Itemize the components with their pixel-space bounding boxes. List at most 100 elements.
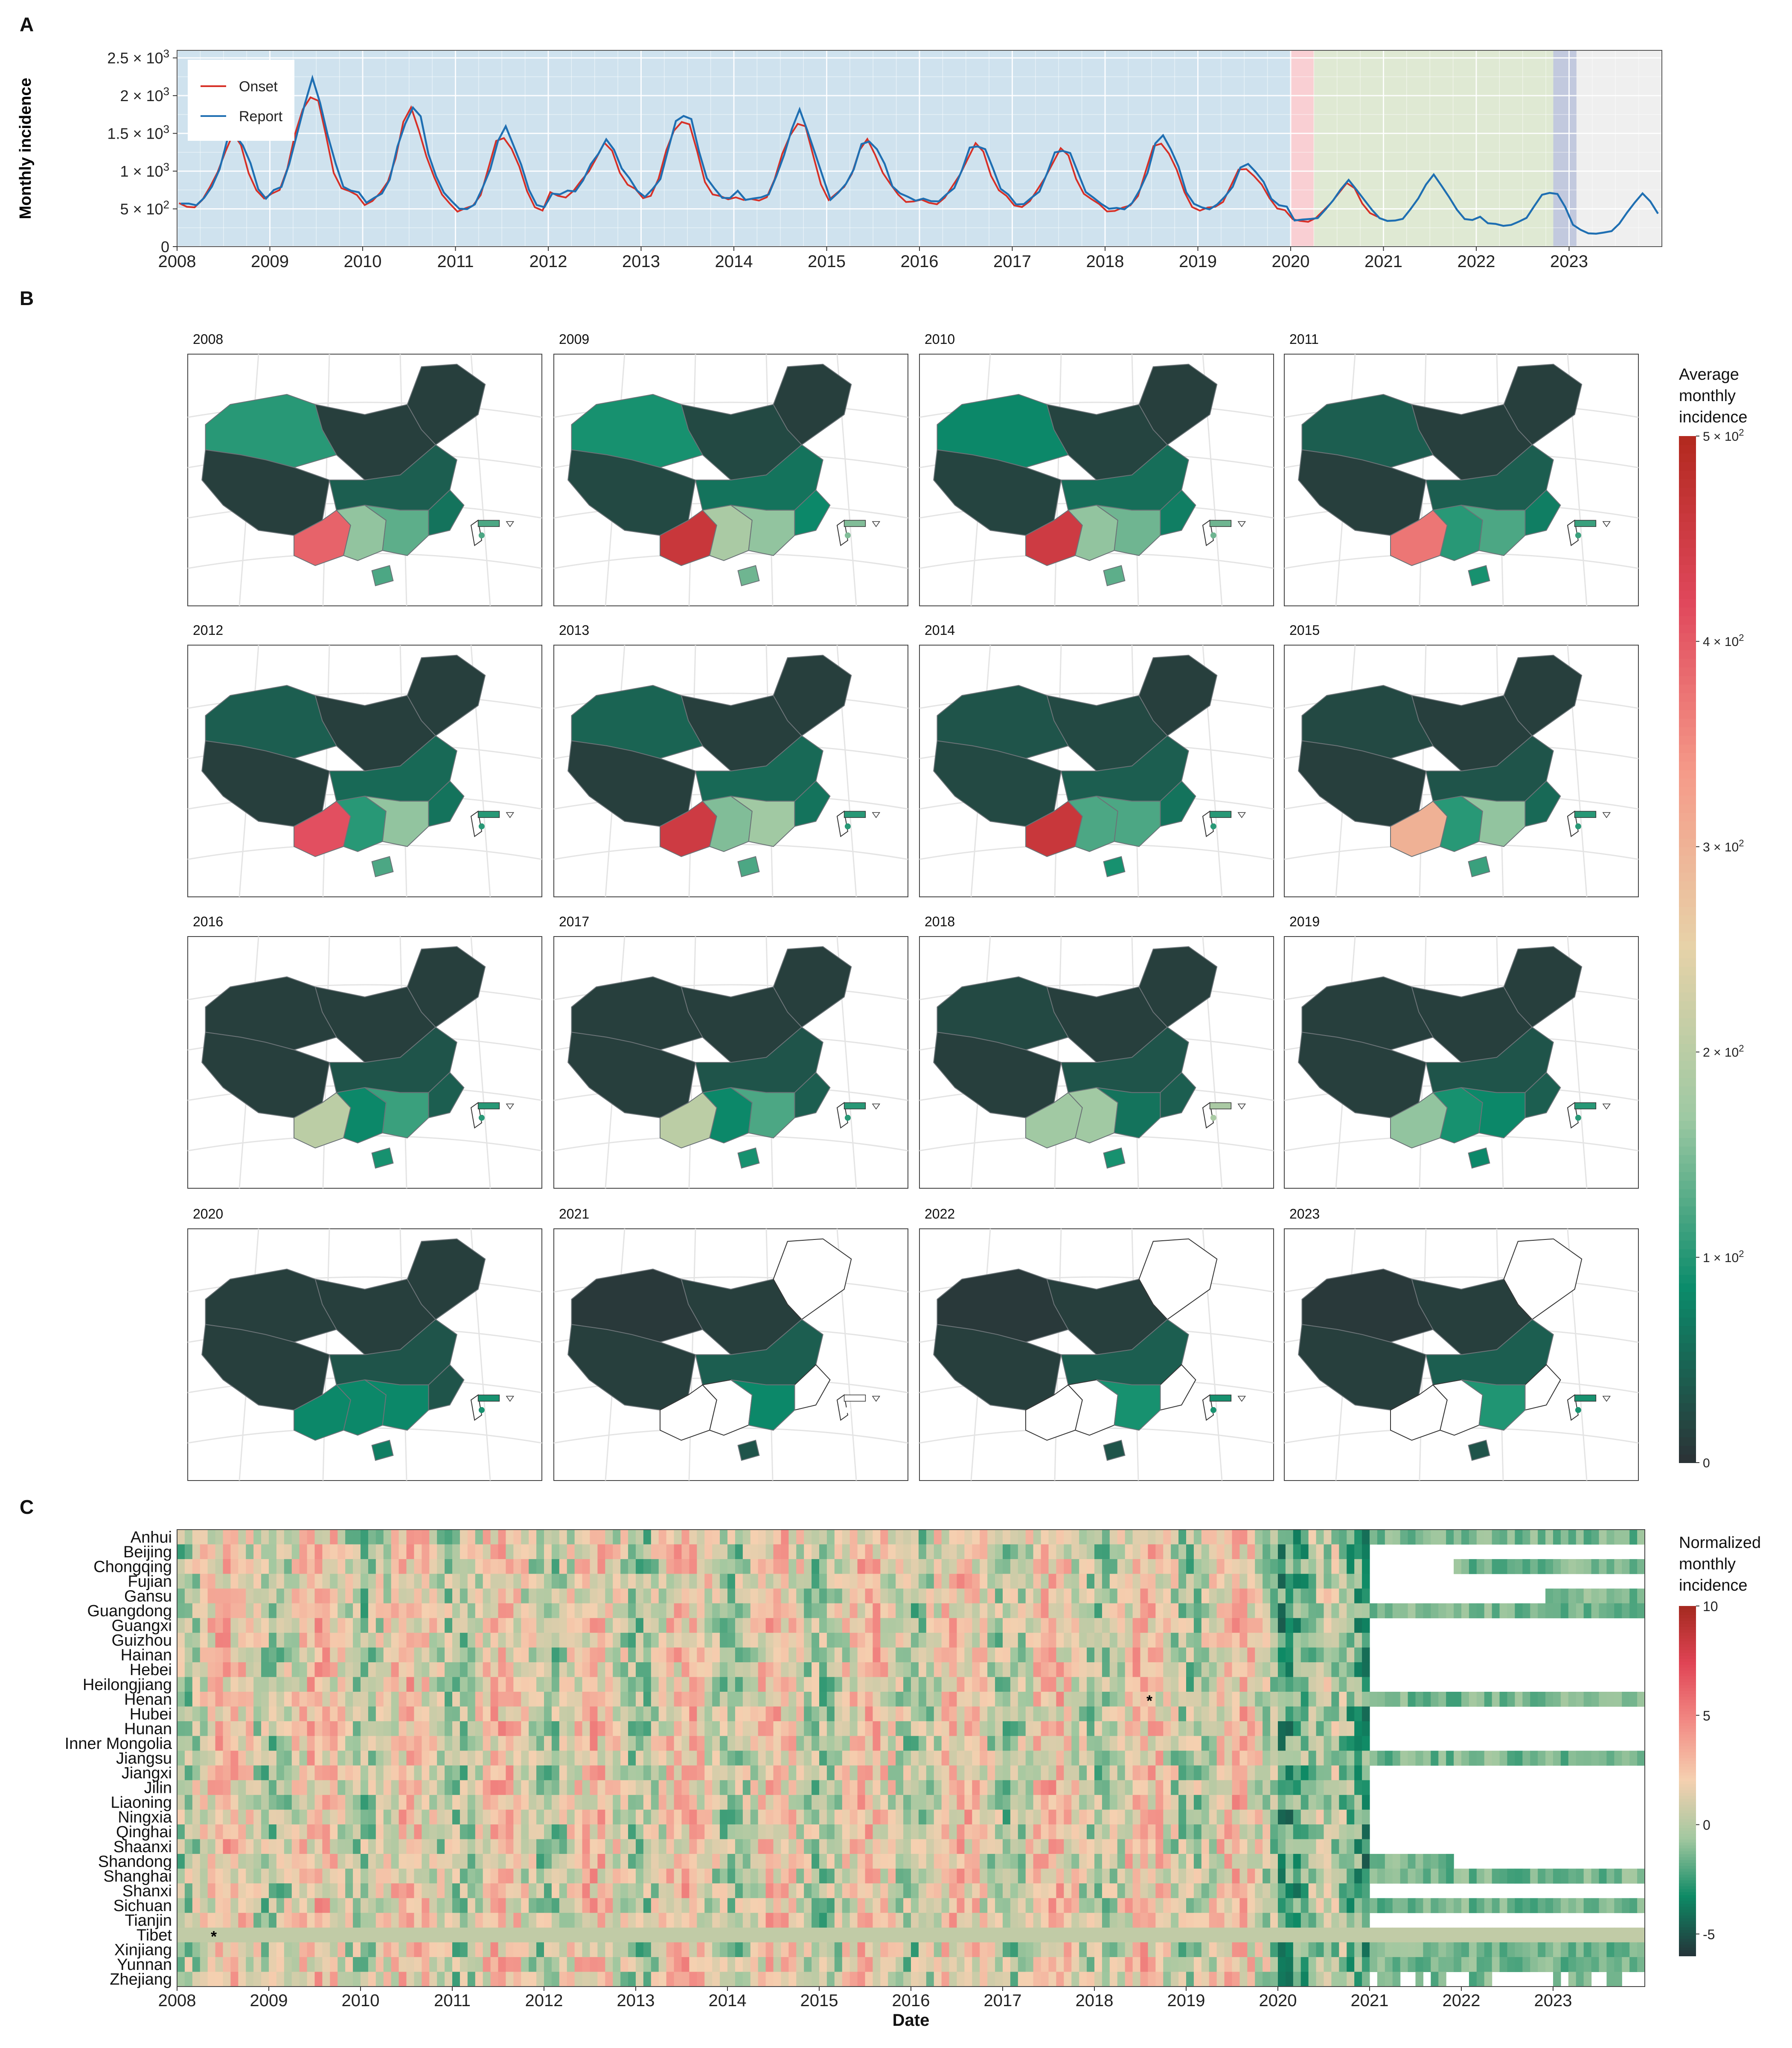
heatmap-cell: [1109, 1868, 1118, 1884]
heatmap-cell: [987, 1692, 995, 1707]
heatmap-cell: [857, 1751, 866, 1766]
heatmap-cell: [1132, 1898, 1141, 1913]
heatmap-cell: [521, 1647, 529, 1663]
heatmap-cell: [322, 1751, 330, 1766]
heatmap-cell: [1201, 1588, 1210, 1604]
heatmap-cell: [658, 1544, 667, 1559]
heatmap-cell: [727, 1721, 736, 1737]
heatmap-cell: [529, 1765, 537, 1780]
heatmap-cell: [1362, 1795, 1370, 1810]
colorbar-b-segment: [1679, 487, 1696, 497]
heatmap-cell: [314, 1618, 323, 1633]
map-graticule: [1284, 401, 1639, 418]
heatmap-cell: [1385, 1603, 1393, 1618]
heatmap-cell: [628, 1647, 636, 1663]
heatmap-cell: [926, 1647, 934, 1663]
heatmap-cell: [658, 1618, 667, 1633]
heatmap-cell: [1278, 1530, 1286, 1545]
heatmap-cell: [941, 1809, 950, 1825]
heatmap-cell: [972, 1647, 980, 1663]
heatmap-cell: [544, 1692, 552, 1707]
heatmap-cell: [1239, 1662, 1248, 1678]
heatmap-cell: [1224, 1588, 1233, 1604]
heatmap-cell: [368, 1809, 376, 1825]
heatmap-cell: [1041, 1662, 1049, 1678]
heatmap-cell: [207, 1647, 216, 1663]
heatmap-cell: [1232, 1765, 1240, 1780]
heatmap-cell: [735, 1632, 743, 1648]
heatmap-cell: [773, 1795, 782, 1810]
heatmap-cell: [689, 1559, 697, 1574]
heatmap-cell: [284, 1751, 292, 1766]
heatmap-cell: [1385, 1868, 1393, 1884]
heatmap-cell: [1033, 1780, 1041, 1795]
heatmap-cell: [972, 1544, 980, 1559]
heatmap-cell: [284, 1632, 292, 1648]
heatmap-cell: [727, 1839, 736, 1854]
heatmap-cell: [628, 1721, 636, 1737]
heatmap-cell: [246, 1647, 254, 1663]
heatmap-cell: [980, 1721, 988, 1737]
heatmap-cell: [513, 1795, 521, 1810]
map-graticule: [1284, 502, 1639, 519]
map-graticule: [919, 1034, 1274, 1051]
heatmap-cell: [972, 1854, 980, 1869]
heatmap-cell: [322, 1765, 330, 1780]
heatmap-cell: [873, 1530, 881, 1545]
heatmap-cell: [712, 1706, 720, 1722]
heatmap-cell: [1109, 1662, 1118, 1678]
heatmap-cell: [544, 1868, 552, 1884]
heatmap-cell: [781, 1824, 789, 1840]
heatmap-cell: [934, 1647, 942, 1663]
heatmap-cell: [452, 1677, 460, 1692]
heatmap-cell: [1117, 1706, 1126, 1722]
heatmap-cell: [1263, 1706, 1271, 1722]
colorbar-b-segment: [1679, 1283, 1696, 1292]
heatmap-cell: [1155, 1898, 1164, 1913]
heatmap-cell: [651, 1544, 659, 1559]
heatmap-cell: [314, 1574, 323, 1589]
heatmap-cell: [322, 1721, 330, 1737]
heatmap-cell: [934, 1780, 942, 1795]
heatmap-cell: [957, 1809, 965, 1825]
heatmap-cell: [269, 1780, 277, 1795]
region-central: [1425, 1027, 1554, 1093]
heatmap-cell: [765, 1574, 774, 1589]
heatmap-cell: [636, 1780, 644, 1795]
heatmap-cell: [880, 1692, 888, 1707]
heatmap-cell: [1354, 1677, 1362, 1692]
heatmap-cell: [1606, 1530, 1615, 1545]
map-panel-title: 2021: [559, 1206, 589, 1222]
heatmap-cell: [1209, 1692, 1217, 1707]
heatmap-cell: [1155, 1854, 1164, 1869]
heatmap-cell: [873, 1736, 881, 1751]
heatmap-cell: [1362, 1839, 1370, 1854]
heatmap-cell: [941, 1677, 950, 1692]
heatmap-cell: [796, 1677, 804, 1692]
heatmap-cell: [1285, 1544, 1294, 1559]
heatmap-cell: [223, 1898, 231, 1913]
heatmap-cell: [651, 1618, 659, 1633]
heatmap-cell: [368, 1795, 376, 1810]
colorbar-b-segment: [1679, 633, 1696, 642]
heatmap-cell: [200, 1559, 208, 1574]
heatmap-cell: [941, 1588, 950, 1604]
map-graticule: [765, 645, 774, 897]
heatmap-cell: [1163, 1588, 1171, 1604]
heatmap-cell: [567, 1677, 575, 1692]
heatmap-cell: [261, 1574, 269, 1589]
heatmap-cell: [1087, 1751, 1095, 1766]
heatmap-cell: [361, 1839, 369, 1854]
heatmap-cell: [1056, 1544, 1064, 1559]
heatmap-cell: [1018, 1839, 1026, 1854]
map-graticule: [1284, 1135, 1639, 1152]
heatmap-cell: [574, 1854, 583, 1869]
heatmap-cell: [460, 1839, 468, 1854]
heatmap-cell: [467, 1632, 476, 1648]
heatmap-cell: [529, 1839, 537, 1854]
heatmap-cell: [704, 1854, 713, 1869]
heatmap-cell: [1507, 1692, 1516, 1707]
heatmap-cell: [230, 1765, 239, 1780]
heatmap-cell: [399, 1736, 407, 1751]
heatmap-cell: [1255, 1632, 1263, 1648]
